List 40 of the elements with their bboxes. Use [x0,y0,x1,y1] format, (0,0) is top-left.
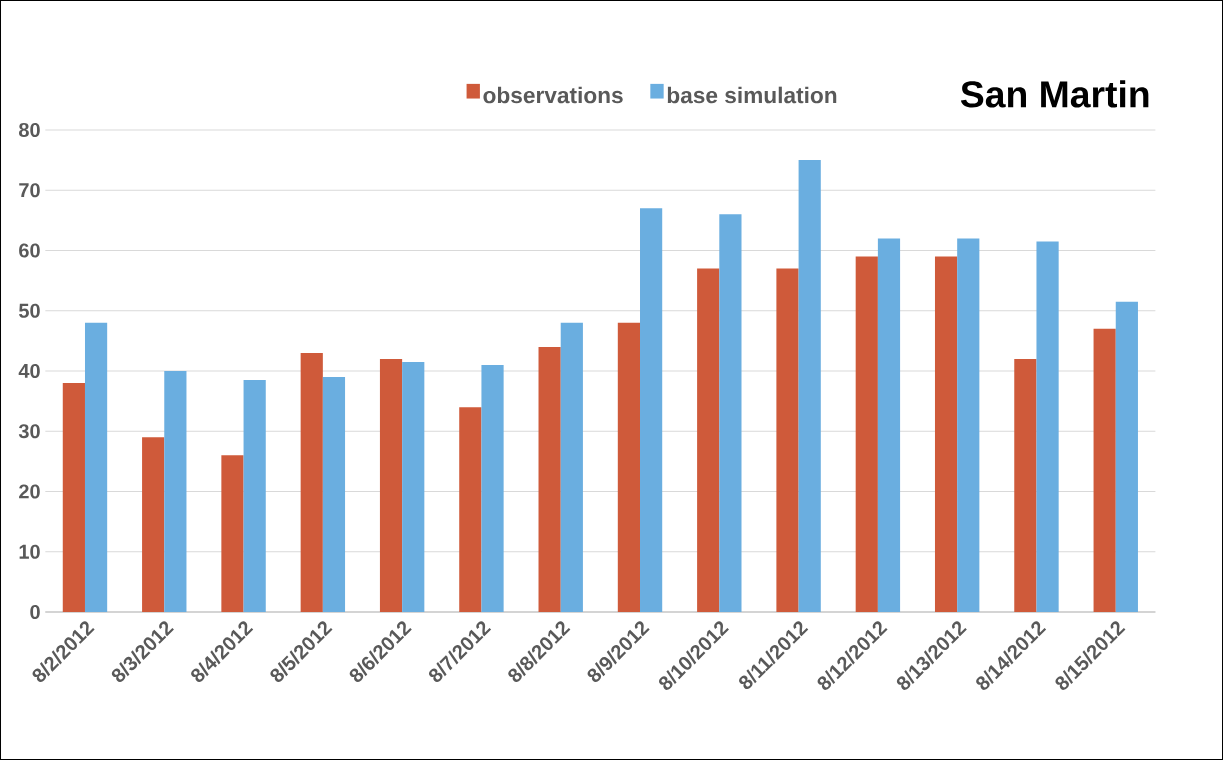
bar [379,358,403,613]
bar [855,256,878,613]
y-tick-label: 40 [18,363,40,379]
y-tick-label: 80 [19,122,40,138]
bar [84,322,108,613]
bar [481,364,504,613]
bar [221,455,244,613]
bar [560,322,583,613]
bar [322,377,346,613]
bar [957,238,980,613]
bar [719,214,742,613]
y-tick-label: 30 [18,424,40,439]
y-tick-label: 60 [19,243,40,258]
bar [776,268,799,613]
bar [640,208,663,613]
y-tick-label: 50 [18,303,40,318]
bar [1036,241,1059,613]
y-tick-label: 20 [19,484,40,499]
bar [164,371,187,613]
bar [1115,301,1138,613]
bar [243,380,266,613]
bar [538,346,561,613]
legend-label: base simulation [667,86,837,104]
y-tick-label: 0 [30,604,40,620]
bar [617,322,641,613]
chart-title: San Martin [960,80,1149,108]
bar [934,256,958,613]
y-tick-label: 70 [19,183,40,198]
bar [142,437,165,613]
bar [1093,328,1116,613]
bar [1014,358,1037,613]
bar [62,383,85,613]
bar [798,160,821,613]
legend-label: observations [483,86,623,104]
bar [697,268,720,613]
bar [402,361,425,613]
y-tick-label: 10 [19,544,40,559]
bar [300,352,323,613]
bar [459,407,482,613]
bar [877,238,901,613]
